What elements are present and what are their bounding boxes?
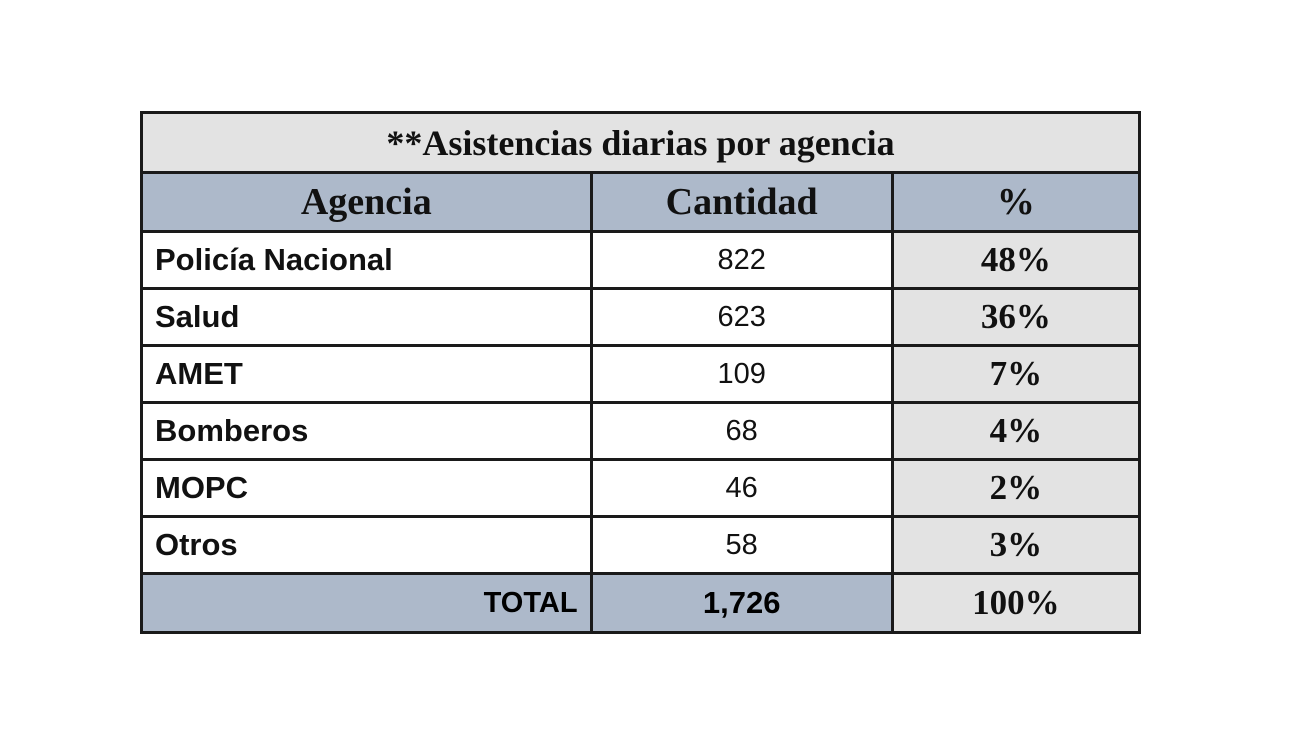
header-row: Agencia Cantidad %	[140, 171, 1142, 233]
agency-cantidad: 46	[589, 458, 894, 518]
total-percent: 100%	[890, 572, 1142, 634]
agency-percent: 7%	[890, 344, 1142, 404]
table-row: AMET 109 7%	[140, 344, 1142, 404]
table-row: Salud 623 36%	[140, 287, 1142, 347]
header-percent: %	[890, 171, 1142, 233]
agency-percent: 48%	[890, 230, 1142, 290]
agency-cantidad: 109	[589, 344, 894, 404]
total-label: TOTAL	[140, 572, 593, 634]
agency-name: Otros	[140, 515, 593, 575]
total-row: TOTAL 1,726 100%	[140, 572, 1142, 634]
table-row: Bomberos 68 4%	[140, 401, 1142, 461]
total-cantidad: 1,726	[589, 572, 894, 634]
agency-percent: 3%	[890, 515, 1142, 575]
header-agencia: Agencia	[140, 171, 593, 233]
agency-name: Policía Nacional	[140, 230, 593, 290]
agency-cantidad: 58	[589, 515, 894, 575]
agency-percent: 36%	[890, 287, 1142, 347]
agency-name: Bomberos	[140, 401, 593, 461]
agency-cantidad: 623	[589, 287, 894, 347]
agency-percent: 4%	[890, 401, 1142, 461]
table-row: Otros 58 3%	[140, 515, 1142, 575]
agency-name: Salud	[140, 287, 593, 347]
agency-name: MOPC	[140, 458, 593, 518]
agency-assistance-table: **Asistencias diarias por agencia Agenci…	[140, 111, 1142, 634]
table-row: Policía Nacional 822 48%	[140, 230, 1142, 290]
header-cantidad: Cantidad	[589, 171, 894, 233]
table-row: MOPC 46 2%	[140, 458, 1142, 518]
agency-percent: 2%	[890, 458, 1142, 518]
agency-cantidad: 68	[589, 401, 894, 461]
agency-cantidad: 822	[589, 230, 894, 290]
agency-name: AMET	[140, 344, 593, 404]
table-title: **Asistencias diarias por agencia	[140, 111, 1141, 174]
